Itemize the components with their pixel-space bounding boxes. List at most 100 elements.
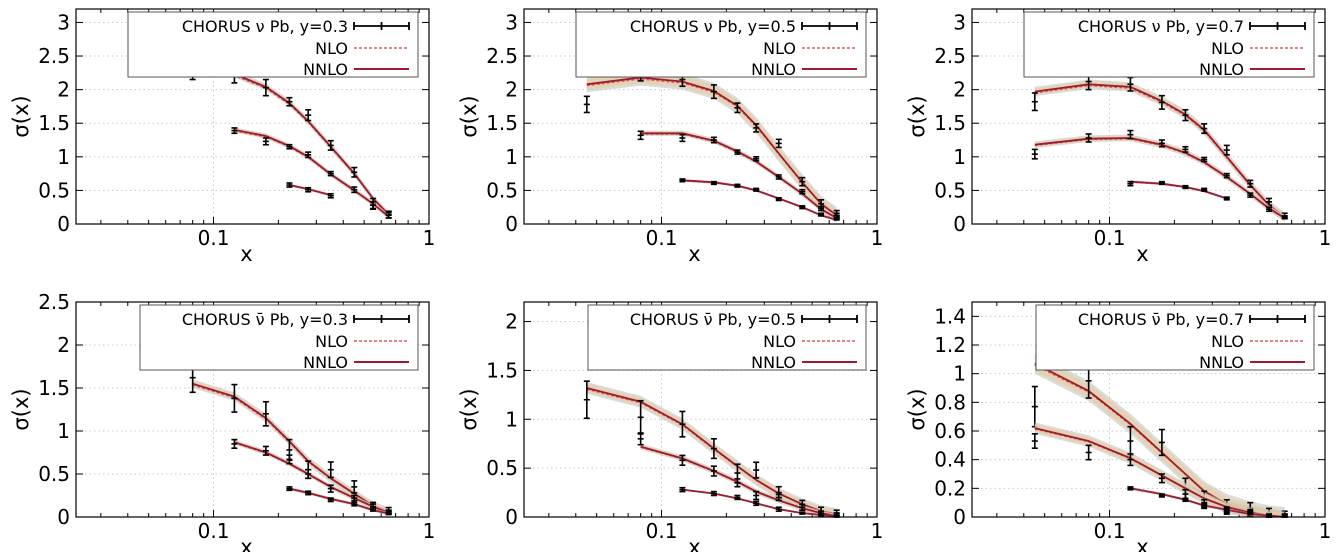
- axes-frame: [75, 8, 430, 225]
- y-tick-label: 0: [953, 212, 966, 236]
- y-axis-label: σ(x): [9, 388, 33, 430]
- y-tick-label: 0: [57, 505, 70, 529]
- legend-label-data: CHORUS ν Pb, y=0.7: [1078, 17, 1244, 36]
- data-point: [1085, 133, 1092, 143]
- y-tick-label: 0.2: [934, 476, 966, 500]
- data-point: [775, 506, 782, 512]
- x-axis-label: x: [240, 242, 252, 266]
- legend-label-nlo: NLO: [763, 332, 796, 351]
- legend-label-nlo: NLO: [763, 39, 796, 58]
- y-tick-label: 2.5: [38, 44, 70, 68]
- data-point: [710, 465, 717, 477]
- y-tick-label: 1: [953, 362, 966, 386]
- y-tick-label: 1.4: [934, 304, 966, 328]
- y-axis-label: σ(x): [905, 388, 929, 430]
- y-tick-label: 3: [57, 10, 70, 34]
- data-point: [1281, 215, 1288, 220]
- data-point: [583, 380, 590, 420]
- y-tick-label: 1: [57, 145, 70, 169]
- data-point: [1182, 145, 1189, 153]
- data-point: [1223, 144, 1230, 156]
- data-point: [799, 503, 806, 511]
- data-point: [370, 506, 377, 512]
- data-point: [1201, 187, 1208, 192]
- y-tick-label: 1.5: [486, 111, 518, 135]
- y-tick-label: 1.5: [38, 376, 70, 400]
- data-point: [286, 454, 293, 465]
- x-tick-label: 0.1: [1094, 226, 1126, 250]
- data-point: [637, 130, 644, 141]
- data-point: [679, 454, 686, 467]
- data-point: [305, 108, 312, 122]
- series-2: [231, 127, 392, 220]
- data-point: [1127, 486, 1134, 491]
- nnlo-uncertainty-band: [586, 383, 837, 517]
- data-point: [351, 480, 358, 494]
- y-tick-label: 1: [505, 145, 518, 169]
- data-point: [1247, 510, 1254, 515]
- nnlo-curve: [234, 129, 390, 218]
- data-point: [818, 212, 825, 217]
- data-point: [1031, 148, 1038, 160]
- series-3: [286, 486, 392, 516]
- data-point: [351, 501, 358, 507]
- legend-box: [127, 11, 419, 78]
- y-axis-label: σ(x): [9, 95, 33, 137]
- data-point: [775, 493, 782, 502]
- data-point: [327, 170, 334, 177]
- y-tick-label: 0.5: [38, 462, 70, 486]
- x-tick-label: 1: [871, 519, 884, 543]
- x-tick-label: 0.1: [1094, 519, 1126, 543]
- data-point: [1158, 428, 1165, 457]
- legend-label-data: CHORUS ν̄ Pb, y=0.5: [630, 310, 796, 329]
- data-point: [305, 186, 312, 193]
- data-point: [710, 180, 717, 186]
- legend-label-data: CHORUS ν Pb, y=0.5: [630, 17, 796, 36]
- data-point: [327, 139, 334, 151]
- data-point: [1223, 196, 1230, 201]
- chart-panel-5: 0 0.5 1 1.5 2 0.1 1 x σ(x) CHORUS ν̄ Pb, y=0.5 NLO…: [457, 301, 884, 552]
- data-point: [351, 186, 358, 194]
- x-tick-label: 1: [423, 226, 436, 250]
- data-point: [1127, 180, 1134, 187]
- chart-panel-4: 0 0.5 1 1.5 2 2.5 0.1 1 x σ(x) CHORUS ν̄ Pb, y=0.3…: [9, 290, 435, 552]
- y-tick-label: 0.5: [38, 178, 70, 202]
- nnlo-uncertainty-band: [640, 444, 837, 517]
- data-point: [351, 166, 358, 178]
- data-point: [262, 400, 269, 427]
- y-tick-label: 1: [953, 145, 966, 169]
- series-3: [1127, 180, 1230, 201]
- axes-frame: [523, 301, 878, 518]
- data-point: [1223, 172, 1230, 179]
- data-point: [1201, 156, 1208, 163]
- x-tick-label: 0.1: [198, 226, 230, 250]
- y-tick-label: 2: [505, 78, 518, 102]
- data-point: [799, 511, 806, 515]
- data-point: [370, 201, 377, 210]
- y-tick-label: 1.5: [38, 111, 70, 135]
- data-point: [1266, 206, 1273, 213]
- axes-frame: [971, 8, 1326, 225]
- y-tick-label: 0.5: [486, 456, 518, 480]
- series-3: [679, 486, 840, 518]
- data-point: [710, 438, 717, 460]
- y-axis-label: σ(x): [905, 95, 929, 137]
- y-tick-label: 1: [505, 407, 518, 431]
- y-tick-label: 2: [57, 333, 70, 357]
- legend: CHORUS ν̄ Pb, y=0.7 NLO NNLO: [1035, 304, 1315, 372]
- data-point: [775, 174, 782, 180]
- x-tick-label: 0.1: [646, 226, 678, 250]
- legend: CHORUS ν Pb, y=0.3 NLO NNLO: [127, 11, 419, 79]
- y-tick-label: 0: [505, 212, 518, 236]
- data-point: [385, 510, 392, 516]
- data-point: [1085, 444, 1092, 461]
- legend-label-nnlo: NNLO: [303, 60, 348, 79]
- data-point: [1031, 433, 1038, 450]
- legend-label-nnlo: NNLO: [751, 353, 796, 372]
- nlo-uncertainty-band: [1130, 486, 1285, 517]
- y-tick-label: 0: [57, 212, 70, 236]
- data-point: [1158, 180, 1165, 186]
- data-point: [833, 216, 840, 221]
- data-point: [1127, 76, 1134, 92]
- data-point: [1247, 179, 1254, 188]
